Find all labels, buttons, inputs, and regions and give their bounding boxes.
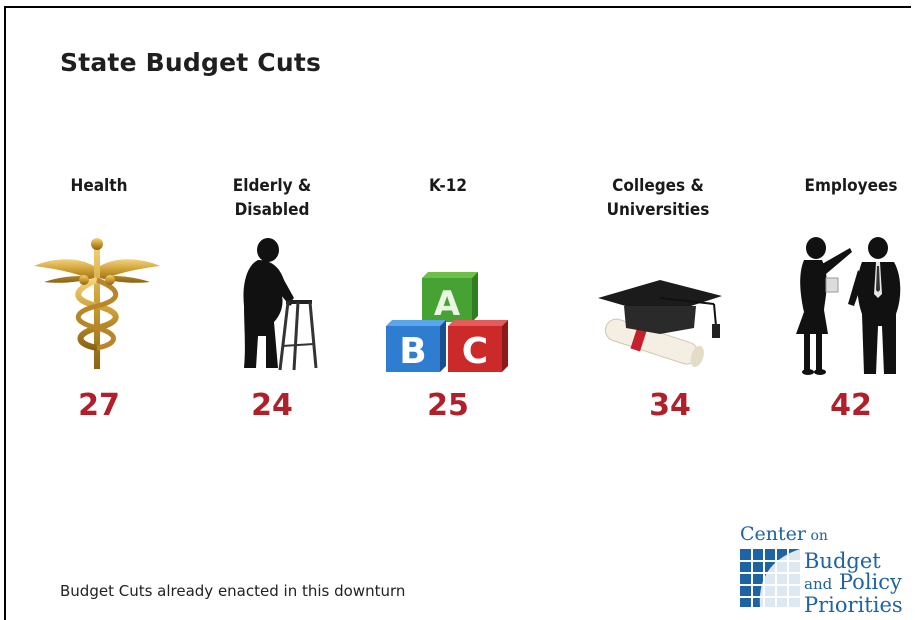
svg-text:B: B xyxy=(399,331,426,372)
elderly-walker-icon xyxy=(243,238,318,371)
category-label-health: Health xyxy=(70,176,128,196)
category-label-elderly-disabled: Elderly & Disabled xyxy=(232,176,312,220)
value-health: 27 xyxy=(78,388,120,423)
caduceus-icon xyxy=(34,238,160,369)
value-k12: 25 xyxy=(427,388,469,423)
svg-text:A: A xyxy=(434,284,461,324)
footer-note: Budget Cuts already enacted in this down… xyxy=(60,582,406,600)
employees-silhouette-icon xyxy=(796,237,901,375)
slide-title: State Budget Cuts xyxy=(60,48,322,77)
value-colleges-universities: 34 xyxy=(649,388,691,423)
category-label-k12: K-12 xyxy=(428,176,468,196)
graduation-cap-icon xyxy=(598,280,722,368)
value-elderly-disabled: 24 xyxy=(251,388,293,423)
abc-blocks-icon: A B C xyxy=(386,272,508,372)
category-label-colleges-universities: Colleges & Universities xyxy=(606,176,710,220)
cbpp-logo: Center on Budget and Policy Priorities xyxy=(736,523,911,620)
category-label-employees: Employees xyxy=(804,176,898,196)
logo-org-name: Budget and Policy Priorities xyxy=(804,549,903,617)
slide: State Budget Cuts Health 27 Elderly & Di… xyxy=(4,6,911,620)
svg-text:C: C xyxy=(462,331,488,372)
logo-center-text: Center on xyxy=(740,523,828,545)
value-employees: 42 xyxy=(830,388,872,423)
logo-grid-icon xyxy=(740,549,800,607)
